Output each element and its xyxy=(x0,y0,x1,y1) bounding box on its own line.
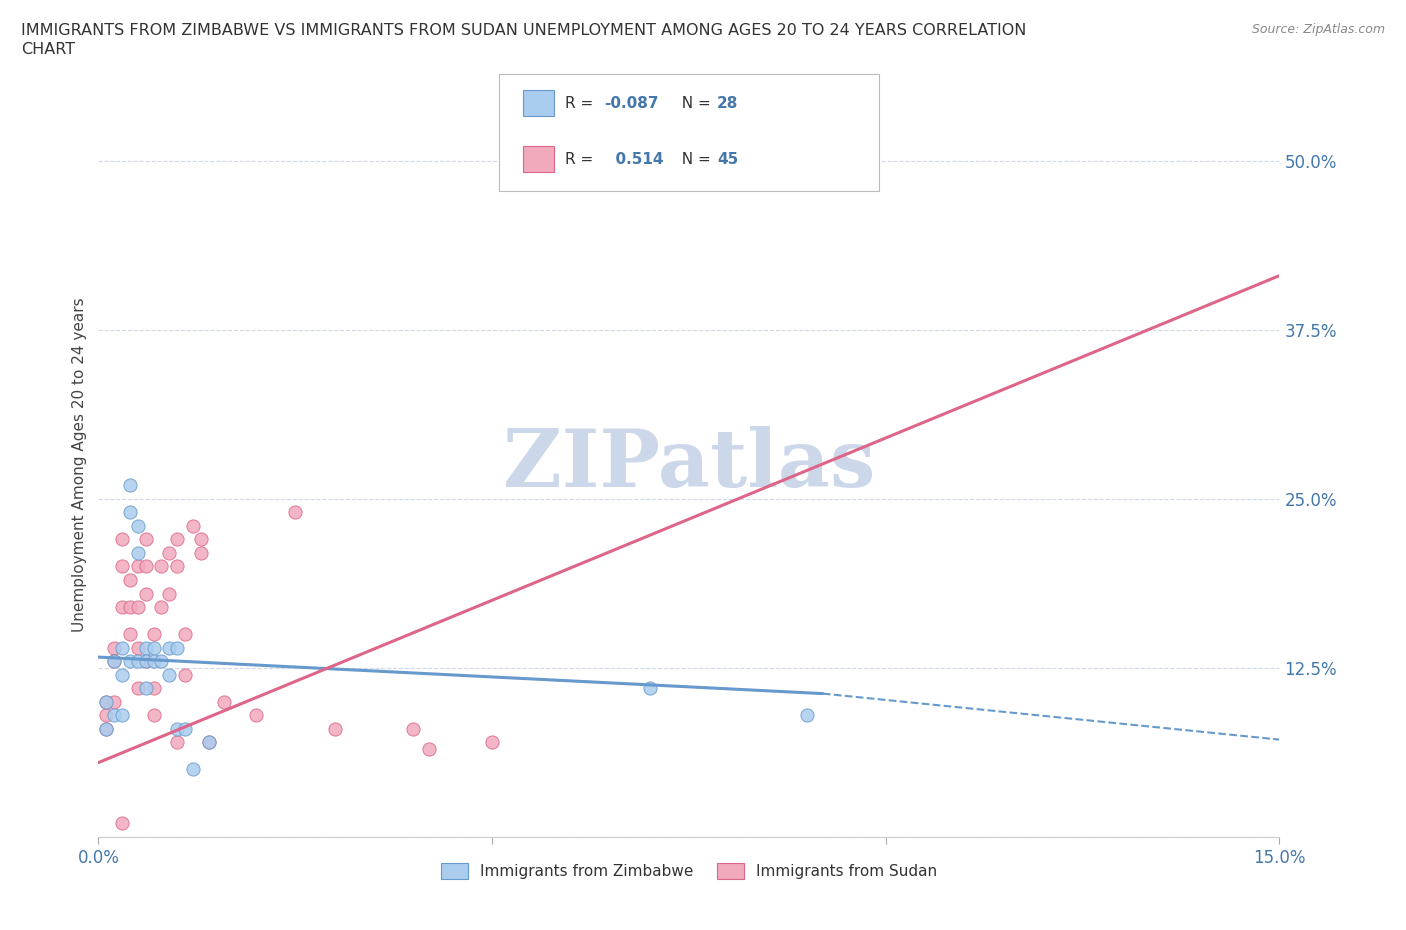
Point xyxy=(402,722,425,737)
Point xyxy=(118,505,141,520)
Point xyxy=(118,573,141,588)
Point xyxy=(135,640,157,655)
Text: N =: N = xyxy=(672,152,716,166)
Point xyxy=(181,518,204,533)
Point xyxy=(118,478,141,493)
Point xyxy=(157,586,180,601)
Point xyxy=(111,532,134,547)
Point xyxy=(174,667,197,682)
Legend: Immigrants from Zimbabwe, Immigrants from Sudan: Immigrants from Zimbabwe, Immigrants fro… xyxy=(434,857,943,885)
Point xyxy=(127,640,149,655)
Point xyxy=(96,695,118,710)
Point xyxy=(181,762,204,777)
Text: R =: R = xyxy=(565,96,599,111)
Point xyxy=(103,654,125,669)
Point xyxy=(96,722,118,737)
Y-axis label: Unemployment Among Ages 20 to 24 years: Unemployment Among Ages 20 to 24 years xyxy=(72,298,87,632)
Point xyxy=(323,722,346,737)
Point xyxy=(118,654,141,669)
Point xyxy=(166,559,188,574)
Point xyxy=(135,532,157,547)
Point xyxy=(166,722,188,737)
Point xyxy=(150,559,173,574)
Point xyxy=(157,667,180,682)
Text: ZIPatlas: ZIPatlas xyxy=(503,426,875,504)
Point xyxy=(103,640,125,655)
Point xyxy=(157,546,180,561)
Point xyxy=(127,654,149,669)
Point xyxy=(166,532,188,547)
Point xyxy=(118,627,141,642)
Point xyxy=(127,600,149,615)
Point xyxy=(796,708,818,723)
Point xyxy=(142,654,165,669)
Point xyxy=(103,654,125,669)
Point xyxy=(96,722,118,737)
Point xyxy=(118,600,141,615)
Point xyxy=(166,640,188,655)
Point xyxy=(135,586,157,601)
Text: CHART: CHART xyxy=(21,42,75,57)
Text: 45: 45 xyxy=(717,152,738,166)
Point xyxy=(96,695,118,710)
Point xyxy=(96,708,118,723)
Point xyxy=(150,654,173,669)
Point xyxy=(142,640,165,655)
Point xyxy=(135,681,157,696)
Point xyxy=(142,681,165,696)
Point xyxy=(520,166,543,181)
Point xyxy=(174,627,197,642)
Point xyxy=(481,735,503,750)
Point xyxy=(150,600,173,615)
Point xyxy=(111,708,134,723)
Point xyxy=(127,681,149,696)
Point xyxy=(111,600,134,615)
Text: 0.514: 0.514 xyxy=(605,152,664,166)
Point xyxy=(135,654,157,669)
Text: R =: R = xyxy=(565,152,599,166)
Point xyxy=(111,640,134,655)
Point xyxy=(190,546,212,561)
Point xyxy=(418,741,440,756)
Point xyxy=(135,559,157,574)
Point xyxy=(190,532,212,547)
Point xyxy=(157,640,180,655)
Text: N =: N = xyxy=(672,96,716,111)
Text: Source: ZipAtlas.com: Source: ZipAtlas.com xyxy=(1251,23,1385,36)
Point xyxy=(638,681,661,696)
Point xyxy=(127,546,149,561)
Point xyxy=(103,708,125,723)
Point xyxy=(142,627,165,642)
Text: IMMIGRANTS FROM ZIMBABWE VS IMMIGRANTS FROM SUDAN UNEMPLOYMENT AMONG AGES 20 TO : IMMIGRANTS FROM ZIMBABWE VS IMMIGRANTS F… xyxy=(21,23,1026,38)
Text: -0.087: -0.087 xyxy=(605,96,659,111)
Point xyxy=(103,695,125,710)
Point xyxy=(197,735,219,750)
Point xyxy=(111,667,134,682)
Point xyxy=(166,735,188,750)
Point xyxy=(127,559,149,574)
Point xyxy=(111,559,134,574)
Point xyxy=(284,505,307,520)
Point xyxy=(174,722,197,737)
Point xyxy=(214,695,236,710)
Point xyxy=(111,816,134,830)
Point xyxy=(245,708,267,723)
Point xyxy=(127,518,149,533)
Point xyxy=(197,735,219,750)
Text: 28: 28 xyxy=(717,96,738,111)
Point xyxy=(142,708,165,723)
Point xyxy=(135,654,157,669)
